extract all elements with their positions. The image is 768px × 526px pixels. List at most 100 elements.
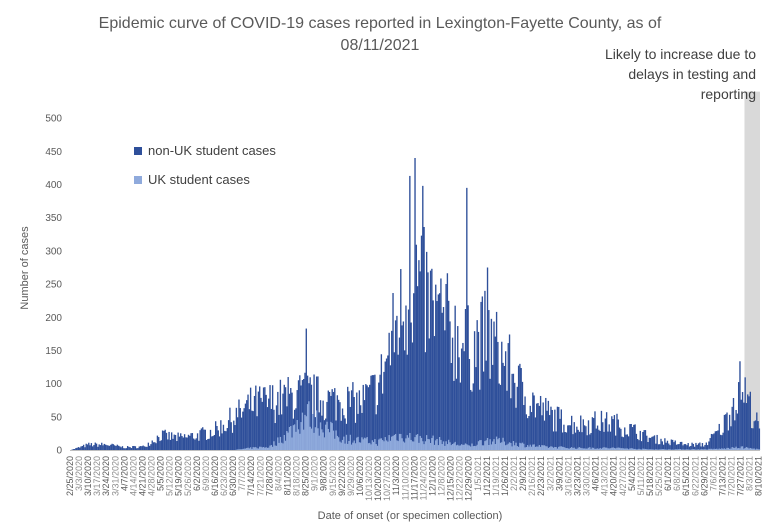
bar-uk bbox=[363, 437, 366, 450]
bar-non-uk bbox=[256, 416, 258, 450]
bar-uk bbox=[268, 447, 270, 450]
bar-non-uk bbox=[222, 424, 225, 450]
bar-non-uk bbox=[582, 419, 585, 450]
bar-uk bbox=[252, 447, 254, 450]
bar-non-uk bbox=[414, 158, 416, 450]
bar-uk bbox=[574, 448, 577, 450]
bar-uk bbox=[651, 449, 653, 450]
bar-non-uk bbox=[679, 441, 682, 450]
bar-uk bbox=[649, 449, 652, 450]
bar-uk bbox=[648, 449, 651, 450]
bar-uk bbox=[314, 427, 317, 450]
bar-non-uk bbox=[607, 431, 609, 450]
bar-uk bbox=[660, 449, 662, 450]
bar-non-uk bbox=[200, 428, 203, 450]
bar-uk bbox=[556, 448, 559, 450]
bar-non-uk bbox=[112, 444, 115, 450]
bar-non-uk bbox=[523, 405, 525, 450]
bar-non-uk bbox=[288, 393, 291, 450]
bar-uk bbox=[357, 436, 359, 450]
bar-non-uk bbox=[704, 444, 706, 450]
bar-uk bbox=[607, 448, 609, 450]
bar-uk bbox=[519, 442, 521, 450]
bar-uk bbox=[701, 449, 704, 450]
bar-uk bbox=[480, 440, 482, 450]
bar-non-uk bbox=[126, 446, 129, 450]
bar-non-uk bbox=[583, 425, 586, 450]
bar-uk bbox=[345, 434, 348, 450]
bar-non-uk bbox=[300, 385, 302, 450]
bar-uk bbox=[266, 447, 269, 450]
bar-uk bbox=[541, 445, 543, 450]
bar-uk bbox=[682, 449, 684, 450]
bar-non-uk bbox=[594, 411, 596, 450]
bar-uk bbox=[322, 432, 324, 450]
bar-uk bbox=[564, 447, 566, 450]
bar-non-uk bbox=[486, 267, 489, 450]
bar-non-uk bbox=[209, 429, 212, 450]
bar-uk bbox=[244, 448, 247, 450]
bar-non-uk bbox=[576, 426, 578, 450]
bar-uk bbox=[732, 447, 735, 450]
bar-non-uk bbox=[735, 410, 737, 450]
bar-uk bbox=[590, 448, 592, 450]
bar-non-uk bbox=[715, 431, 718, 450]
bar-uk bbox=[646, 449, 648, 450]
bar-uk bbox=[308, 401, 310, 450]
bar-uk bbox=[313, 432, 315, 450]
bar-uk bbox=[296, 420, 298, 450]
bar-non-uk bbox=[691, 442, 693, 450]
bar-non-uk bbox=[178, 436, 181, 450]
bar-non-uk bbox=[506, 390, 508, 450]
bar-uk bbox=[306, 404, 309, 450]
bar-uk bbox=[361, 437, 363, 450]
bar-uk bbox=[397, 441, 399, 450]
bar-non-uk bbox=[137, 448, 139, 450]
bar-non-uk bbox=[361, 412, 363, 450]
bar-non-uk bbox=[703, 446, 705, 450]
bar-uk bbox=[678, 449, 680, 450]
bar-non-uk bbox=[309, 377, 311, 450]
bar-uk bbox=[418, 442, 420, 450]
y-tick-label: 200 bbox=[45, 313, 62, 324]
bar-uk bbox=[546, 446, 548, 450]
bar-uk bbox=[603, 447, 605, 450]
bar-non-uk bbox=[714, 431, 717, 450]
bar-non-uk bbox=[208, 438, 210, 450]
bar-uk bbox=[664, 449, 666, 450]
bar-uk bbox=[312, 414, 314, 450]
x-tick-label: 5/26/2020 bbox=[183, 456, 193, 496]
bar-non-uk bbox=[662, 444, 665, 450]
bar-non-uk bbox=[728, 414, 731, 450]
bar-non-uk bbox=[756, 412, 758, 450]
bar-non-uk bbox=[458, 357, 460, 450]
x-tick-label: 8/11/2020 bbox=[282, 456, 292, 495]
bar-uk bbox=[261, 447, 263, 450]
bar-uk bbox=[586, 448, 588, 450]
bar-uk bbox=[514, 445, 516, 450]
bar-non-uk bbox=[427, 272, 429, 450]
bar-uk bbox=[300, 422, 302, 450]
bar-non-uk bbox=[255, 385, 257, 450]
bar-uk bbox=[440, 439, 442, 450]
bar-non-uk bbox=[356, 392, 358, 450]
legend-item-uk: UK student cases bbox=[134, 172, 250, 187]
bar-non-uk bbox=[337, 399, 340, 450]
bar-uk bbox=[626, 448, 629, 450]
bar-uk bbox=[249, 447, 252, 450]
bar-non-uk bbox=[709, 438, 711, 450]
bar-uk bbox=[369, 442, 371, 450]
bar-uk bbox=[506, 444, 508, 450]
bar-uk bbox=[703, 449, 705, 450]
bar-uk bbox=[339, 441, 341, 450]
bar-non-uk bbox=[242, 411, 244, 450]
bar-uk bbox=[714, 448, 717, 450]
bar-non-uk bbox=[76, 447, 78, 450]
bar-non-uk bbox=[701, 443, 704, 450]
bar-uk bbox=[424, 441, 427, 450]
bar-non-uk bbox=[603, 431, 605, 450]
bar-non-uk bbox=[435, 284, 437, 450]
bar-non-uk bbox=[683, 444, 685, 450]
bar-non-uk bbox=[380, 354, 383, 450]
bar-non-uk bbox=[402, 321, 405, 450]
